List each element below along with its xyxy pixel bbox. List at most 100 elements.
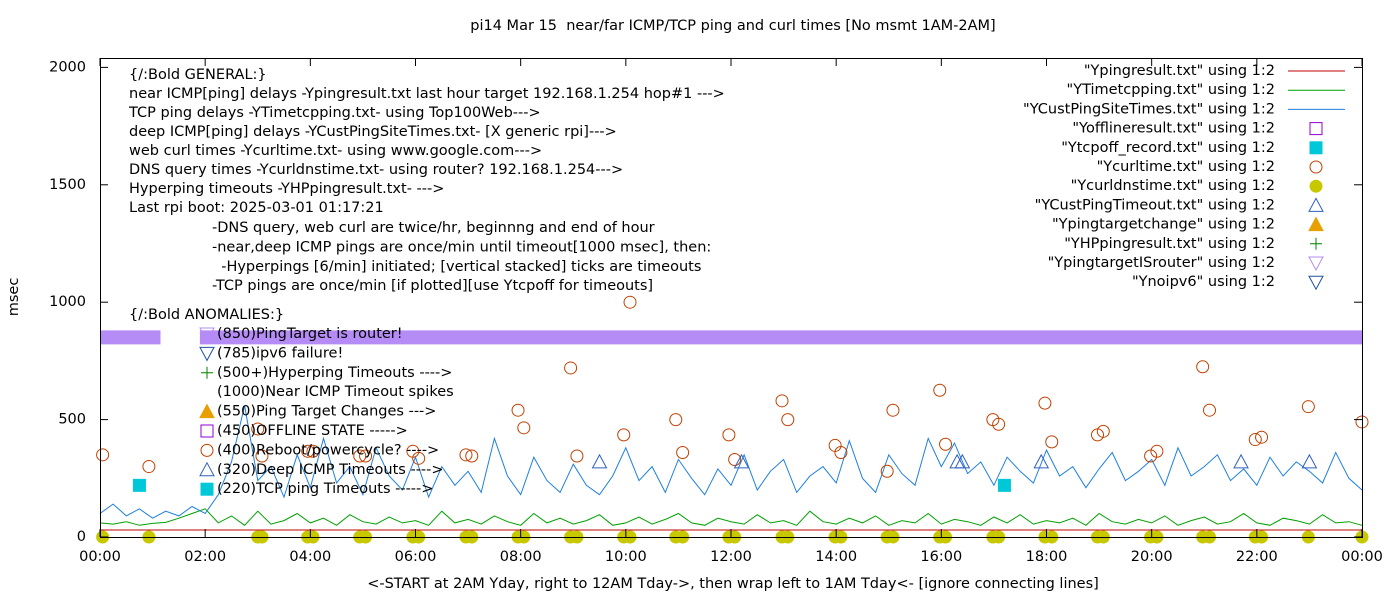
marker-circle xyxy=(517,421,531,435)
marker-circle xyxy=(1045,435,1059,449)
annotation: (785)ipv6 failure! xyxy=(217,345,343,361)
annotation: -near,deep ICMP pings are once/min until… xyxy=(212,239,711,255)
annotation: (220)TCP ping Timeouts -----> xyxy=(217,481,433,497)
y-tick-label: 1000 xyxy=(49,294,86,310)
marker-circle xyxy=(251,422,265,436)
marker-triangle xyxy=(954,453,971,469)
marker-triangle-down xyxy=(1308,256,1324,272)
marker-circle xyxy=(617,428,631,442)
y-tick-label: 500 xyxy=(58,412,86,428)
marker-circle xyxy=(1248,433,1262,447)
marker-circle xyxy=(465,449,479,463)
legend-label: "YpingtargetISrouter" using 1:2 xyxy=(1048,255,1275,271)
annotation: (320)Deep ICMP Timeouts ----> xyxy=(217,462,444,478)
x-tick-label: 14:00 xyxy=(815,549,857,565)
marker-circle xyxy=(564,361,578,375)
annotation: Last rpi boot: 2025-03-01 01:17:21 xyxy=(129,200,384,216)
annotation: DNS query times -Ycurldnstime.txt- using… xyxy=(129,162,623,178)
annotation: -DNS query, web curl are twice/hr, begin… xyxy=(212,220,655,236)
legend-label: "Ycurltime.txt" using 1:2 xyxy=(1097,159,1275,175)
marker-circle xyxy=(728,453,742,467)
marker-triangle xyxy=(1033,453,1050,469)
x-tick-label: 00:00 xyxy=(79,549,121,565)
marker-circle xyxy=(301,444,315,458)
marker-triangle xyxy=(199,403,215,419)
x-tick-label: 12:00 xyxy=(710,549,752,565)
marker-circle xyxy=(939,437,953,451)
marker-triangle xyxy=(733,453,750,469)
series-line xyxy=(99,508,1363,526)
marker-circle xyxy=(359,449,373,463)
legend-label: "Ycurldnstime.txt" using 1:2 xyxy=(1071,178,1275,194)
marker-circle xyxy=(306,444,320,458)
y-tick-label: 0 xyxy=(77,529,86,545)
marker-square xyxy=(200,482,214,496)
legend-label: "YTimetcpping.txt" using 1:2 xyxy=(1067,82,1275,98)
annotation: (400)Reboot/powercycle? ----> xyxy=(217,442,439,458)
annotation: deep ICMP[ping] delays -YCustPingSiteTim… xyxy=(129,124,617,140)
x-axis-label: <-START at 2AM Yday, right to 12AM Tday-… xyxy=(367,576,1099,592)
marker-triangle-down xyxy=(199,327,215,343)
chart-title: pi14 Mar 15 near/far ICMP/TCP ping and c… xyxy=(470,18,995,34)
marker-circle xyxy=(676,445,690,459)
marker-circle xyxy=(1096,424,1110,438)
marker-circle xyxy=(880,464,894,478)
legend-label: "Ypingresult.txt" using 1:2 xyxy=(1084,63,1275,79)
annotation: -TCP pings are once/min [if plotted][use… xyxy=(212,278,653,294)
legend-label: "Ytcpoff_record.txt" using 1:2 xyxy=(1061,140,1275,156)
marker-circle xyxy=(412,451,426,465)
marker-plus xyxy=(1310,237,1322,250)
annotation: (500+)Hyperping Timeouts ----> xyxy=(217,365,452,381)
marker-circle xyxy=(722,428,736,442)
annotation: -Hyperpings [6/min] initiated; [vertical… xyxy=(212,259,701,275)
marker-square xyxy=(997,478,1011,492)
annotation: (550)Ping Target Changes ---> xyxy=(217,404,436,420)
x-tick-label: 20:00 xyxy=(1131,549,1173,565)
marker-square xyxy=(200,424,214,438)
marker-triangle xyxy=(1308,216,1324,232)
x-tick-label: 00:00 xyxy=(1341,549,1383,565)
x-tick-label: 02:00 xyxy=(184,549,226,565)
marker-circle xyxy=(1203,403,1217,417)
x-tick-label: 08:00 xyxy=(500,549,542,565)
marker-plus xyxy=(201,366,213,379)
legend-label: "Ypingtargetchange" using 1:2 xyxy=(1052,217,1275,233)
marker-circle xyxy=(623,295,637,309)
marker-circle xyxy=(1301,400,1315,414)
x-tick-label: 04:00 xyxy=(289,549,331,565)
marker-circle xyxy=(1309,179,1323,193)
marker-circle xyxy=(834,445,848,459)
marker-circle xyxy=(775,394,789,408)
annotation: Hyperping timeouts -YHPpingresult.txt- -… xyxy=(129,181,444,197)
marker-circle xyxy=(96,448,110,462)
marker-circle xyxy=(570,449,584,463)
annotation: {/:Bold GENERAL:} xyxy=(129,67,267,83)
marker-circle xyxy=(933,383,947,397)
x-tick-label: 10:00 xyxy=(605,549,647,565)
marker-circle xyxy=(1309,160,1323,174)
marker-square xyxy=(132,478,146,492)
marker-circle xyxy=(781,413,795,427)
marker-circle xyxy=(255,449,269,463)
legend-label: "Yofflineresult.txt" using 1:2 xyxy=(1072,121,1275,137)
marker-circle xyxy=(1150,444,1164,458)
annotation: {/:Bold ANOMALIES:} xyxy=(129,307,284,323)
marker-circle xyxy=(200,443,214,457)
x-tick-label: 16:00 xyxy=(920,549,962,565)
legend-label: "YCustPingSiteTimes.txt" using 1:2 xyxy=(1023,101,1275,117)
marker-circle xyxy=(353,449,367,463)
marker-triangle xyxy=(1308,197,1324,212)
marker-circle xyxy=(669,413,683,427)
annotation: (850)PingTarget is router! xyxy=(217,326,403,342)
marker-circle xyxy=(142,460,156,474)
marker-circle xyxy=(992,417,1006,431)
x-tick-label: 22:00 xyxy=(1236,549,1278,565)
legend-label: "Ynoipv6" using 1:2 xyxy=(1132,274,1275,290)
marker-square xyxy=(1309,141,1323,155)
annotation: (450)OFFLINE STATE -----> xyxy=(217,423,408,439)
x-tick-label: 18:00 xyxy=(1026,549,1068,565)
series-line xyxy=(99,405,1363,519)
annotation: near ICMP[ping] delays -Ypingresult.txt … xyxy=(129,86,725,102)
